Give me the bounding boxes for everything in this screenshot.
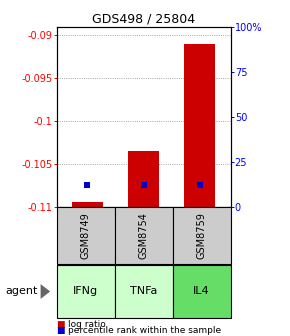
Text: GSM8749: GSM8749 [81,212,90,259]
Text: IL4: IL4 [193,287,210,296]
Text: GSM8754: GSM8754 [139,212,148,259]
Text: ■: ■ [57,320,65,329]
Bar [128,151,159,207]
Bar [72,202,103,207]
Text: IFNg: IFNg [73,287,98,296]
Text: ■: ■ [57,327,65,335]
Text: TNFa: TNFa [130,287,157,296]
Title: GDS498 / 25804: GDS498 / 25804 [92,13,195,26]
Text: log ratio: log ratio [68,320,106,329]
Text: agent: agent [6,287,38,296]
Text: percentile rank within the sample: percentile rank within the sample [68,327,221,335]
Bar [184,44,215,207]
Text: GSM8759: GSM8759 [197,212,206,259]
